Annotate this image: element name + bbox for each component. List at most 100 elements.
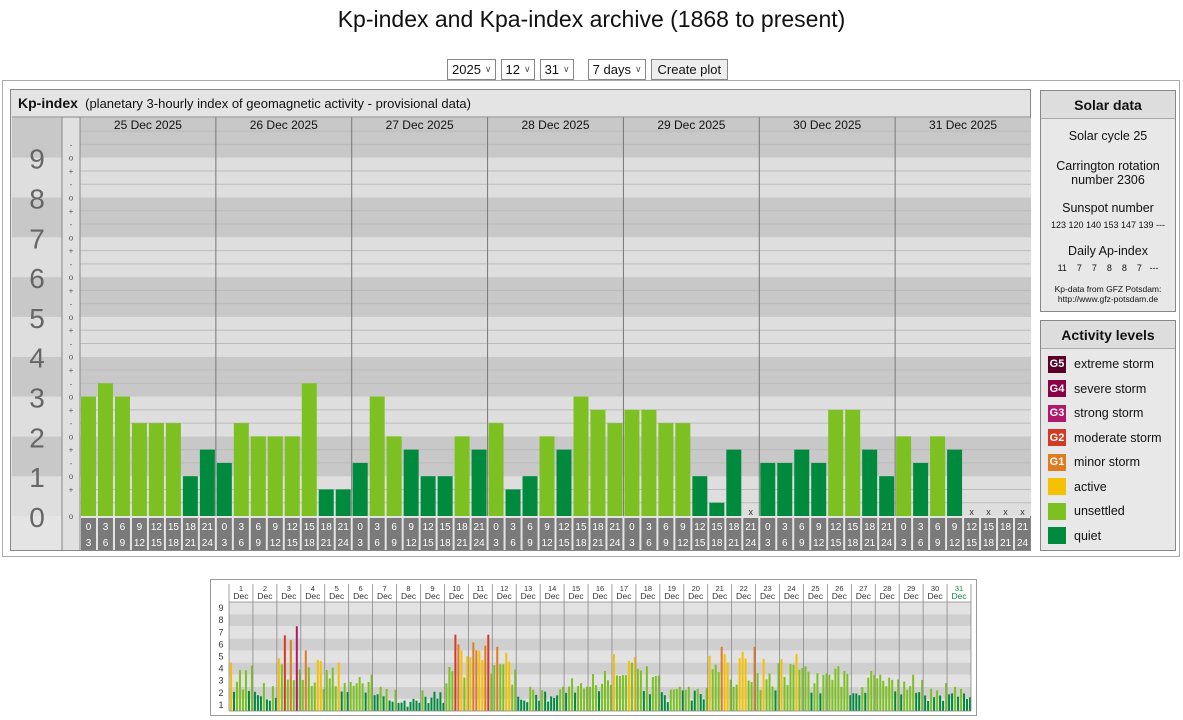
mini-kp-bar [612, 654, 615, 711]
mini-band [229, 602, 971, 615]
month-value: 12 [505, 62, 520, 77]
mini-kp-bar [601, 684, 603, 711]
ap-values: 11 7 7 8 8 7 --- [1057, 263, 1159, 273]
mini-kp-bar [906, 689, 909, 711]
mini-y-tick: 4 [218, 664, 223, 674]
mini-month-label: Dec [569, 591, 585, 601]
sunspot-values: 123 120 140 153 147 139 --- [1050, 220, 1166, 230]
day-select[interactable]: 31 ∨ [539, 59, 574, 80]
activity-level-item: quiet [1041, 524, 1175, 549]
mini-month-label: Dec [377, 591, 393, 601]
activity-level-item: unsettled [1041, 499, 1175, 524]
mini-kp-bar [618, 676, 621, 711]
mini-band [229, 614, 971, 627]
mini-day-number: 28 [883, 584, 891, 593]
monthly-overview-chart[interactable]: 1 2 3 4 5 6 7 8 9 1 Dec 2 Dec 3 Dec 4 Dec 5 Dec 6 Dec 7 Dec 8 De… [210, 579, 977, 716]
mini-kp-bar [307, 667, 310, 711]
mini-kp-bar [957, 696, 960, 711]
mini-kp-bar [699, 694, 702, 711]
mini-kp-bar [520, 699, 523, 711]
mini-kp-bar [478, 650, 481, 711]
credit-link[interactable]: http://www.gfz-potsdam.de [1057, 294, 1159, 304]
mini-kp-bar [663, 695, 666, 711]
mini-band [229, 650, 971, 663]
kp-heading: Kp-index [18, 95, 78, 111]
mini-kp-bar [807, 671, 810, 711]
mini-kp-bar [762, 658, 765, 711]
activity-color-swatch: G4 [1048, 380, 1066, 398]
mini-kp-bar [942, 700, 945, 711]
create-plot-button[interactable]: Create plot [650, 59, 729, 80]
mini-day-number: 31 [955, 584, 963, 593]
mini-month-label: Dec [497, 591, 513, 601]
activity-level-label: moderate storm [1074, 430, 1162, 445]
mini-kp-bar [723, 654, 726, 711]
mini-kp-bar [681, 690, 684, 711]
mini-y-tick: 2 [218, 688, 223, 698]
mini-kp-bar [547, 701, 550, 711]
mini-kp-bar [469, 657, 472, 711]
mini-kp-bar [526, 702, 529, 711]
mini-kp-bar [583, 688, 586, 711]
mini-kp-bar [595, 685, 598, 711]
mini-month-label: Dec [305, 591, 321, 601]
month-select[interactable]: 12 ∨ [500, 59, 535, 80]
mini-day-number: 7 [382, 584, 386, 593]
mini-kp-bar [777, 663, 780, 711]
mini-band [229, 626, 971, 639]
mini-kp-bar [304, 650, 307, 711]
kp-subheading: (planetary 3-hourly index of geomagnetic… [85, 96, 471, 111]
mini-kp-bar [532, 689, 535, 711]
mini-kp-bar [424, 696, 427, 711]
mini-kp-bar [319, 661, 322, 711]
mini-day-number: 12 [500, 584, 508, 593]
mini-kp-bar [454, 634, 457, 711]
year-select[interactable]: 2025 ∨ [447, 59, 496, 80]
mini-kp-bar [951, 693, 954, 711]
mini-kp-bar [250, 665, 253, 711]
mini-y-tick: 6 [218, 639, 223, 649]
mini-kp-bar [870, 671, 873, 711]
mini-kp-bar [331, 667, 334, 711]
mini-kp-bar [708, 655, 711, 711]
mini-month-label: Dec [951, 591, 967, 601]
mini-kp-bar [759, 690, 762, 711]
mini-day-number: 14 [548, 584, 556, 593]
page-title: Kp-index and Kpa-index archive (1868 to … [337, 6, 846, 32]
mini-kp-bar [544, 691, 547, 711]
mini-kp-bar [810, 692, 813, 711]
mini-kp-bar [933, 697, 936, 711]
activity-level-item: G4 severe storm [1041, 377, 1175, 402]
mini-kp-bar [702, 699, 705, 711]
mini-kp-bar [340, 691, 343, 711]
mini-month-label: Dec [616, 591, 632, 601]
mini-kp-bar [690, 700, 693, 711]
chevron-down-icon: ∨ [484, 64, 492, 74]
chevron-down-icon: ∨ [563, 64, 570, 74]
mini-kp-bar [753, 646, 756, 711]
mini-kp-bar [310, 685, 313, 711]
range-select[interactable]: 7 days ∨ [587, 59, 646, 80]
mini-kp-bar [825, 673, 828, 711]
mini-kp-bar [529, 686, 532, 711]
mini-kp-bar [511, 684, 514, 711]
mini-kp-bar [577, 686, 580, 711]
mini-kp-bar [852, 693, 855, 711]
mini-kp-bar [714, 664, 717, 711]
mini-kp-bar [448, 667, 451, 711]
carrington-label: Carrington rotation [1056, 159, 1160, 173]
mini-kp-bar [897, 679, 900, 711]
activity-color-swatch: G2 [1048, 429, 1066, 447]
mini-kp-bar [376, 694, 379, 711]
mini-kp-bar [499, 664, 502, 711]
mini-kp-bar [960, 688, 963, 711]
mini-day-number: 15 [572, 584, 580, 593]
mini-kp-bar [849, 695, 852, 711]
mini-kp-bar [939, 695, 942, 711]
mini-kp-bar [795, 654, 798, 711]
mini-kp-bar [774, 690, 777, 711]
mini-kp-bar [648, 694, 651, 711]
mini-kp-bar [771, 686, 774, 711]
activity-level-item: G2 moderate storm [1041, 426, 1175, 451]
mini-kp-bar [370, 674, 373, 711]
